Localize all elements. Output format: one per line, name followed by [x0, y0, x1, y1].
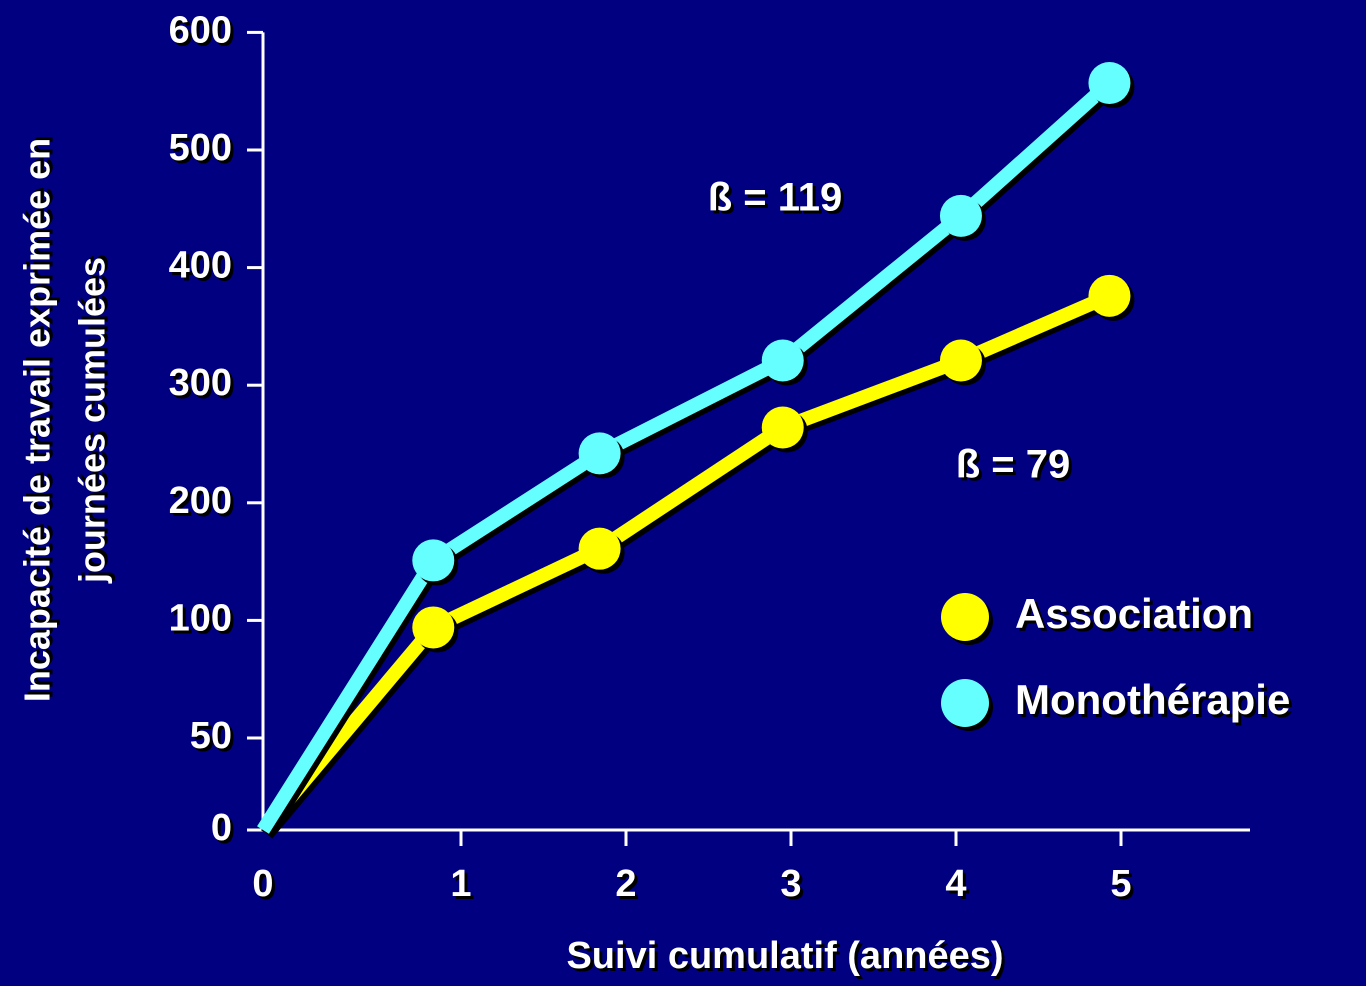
y-tick-label: 600 [169, 9, 232, 51]
marker [761, 339, 804, 382]
marker [761, 406, 804, 449]
x-tick-label: 1 [450, 863, 471, 905]
marker [578, 527, 621, 570]
y-axis-label: journées cumulées [72, 257, 113, 584]
x-tick-label: 5 [1110, 863, 1131, 905]
y-axis-label: Incapacité de travail exprimée en [17, 138, 58, 702]
line [257, 289, 1113, 835]
legend-marker [941, 679, 989, 727]
marker [1088, 274, 1131, 317]
marker [412, 539, 455, 582]
marker [412, 606, 455, 649]
x-tick-label: 0 [252, 863, 273, 905]
y-tick-label: 100 [169, 597, 232, 639]
marker [939, 339, 982, 382]
legend-label: Association [1015, 590, 1253, 637]
x-tick-label: 3 [780, 863, 801, 905]
annotation: ß = 119 [708, 176, 843, 220]
line [257, 77, 1115, 834]
y-tick-label: 50 [190, 715, 232, 757]
y-tick-label: 500 [169, 127, 232, 169]
y-tick-label: 400 [169, 245, 232, 287]
legend-label: Monothérapie [1015, 676, 1290, 723]
y-tick-label: 0 [211, 807, 232, 849]
marker [939, 194, 982, 237]
x-tick-label: 2 [615, 863, 636, 905]
y-tick-label: 300 [169, 362, 232, 404]
x-tick-label: 4 [945, 863, 966, 905]
annotation: ß = 79 [956, 443, 1071, 487]
marker [578, 432, 621, 475]
marker [1088, 61, 1131, 104]
x-axis-label: Suivi cumulatif (années) [566, 935, 1003, 977]
y-tick-label: 200 [169, 480, 232, 522]
legend-marker [941, 593, 989, 641]
